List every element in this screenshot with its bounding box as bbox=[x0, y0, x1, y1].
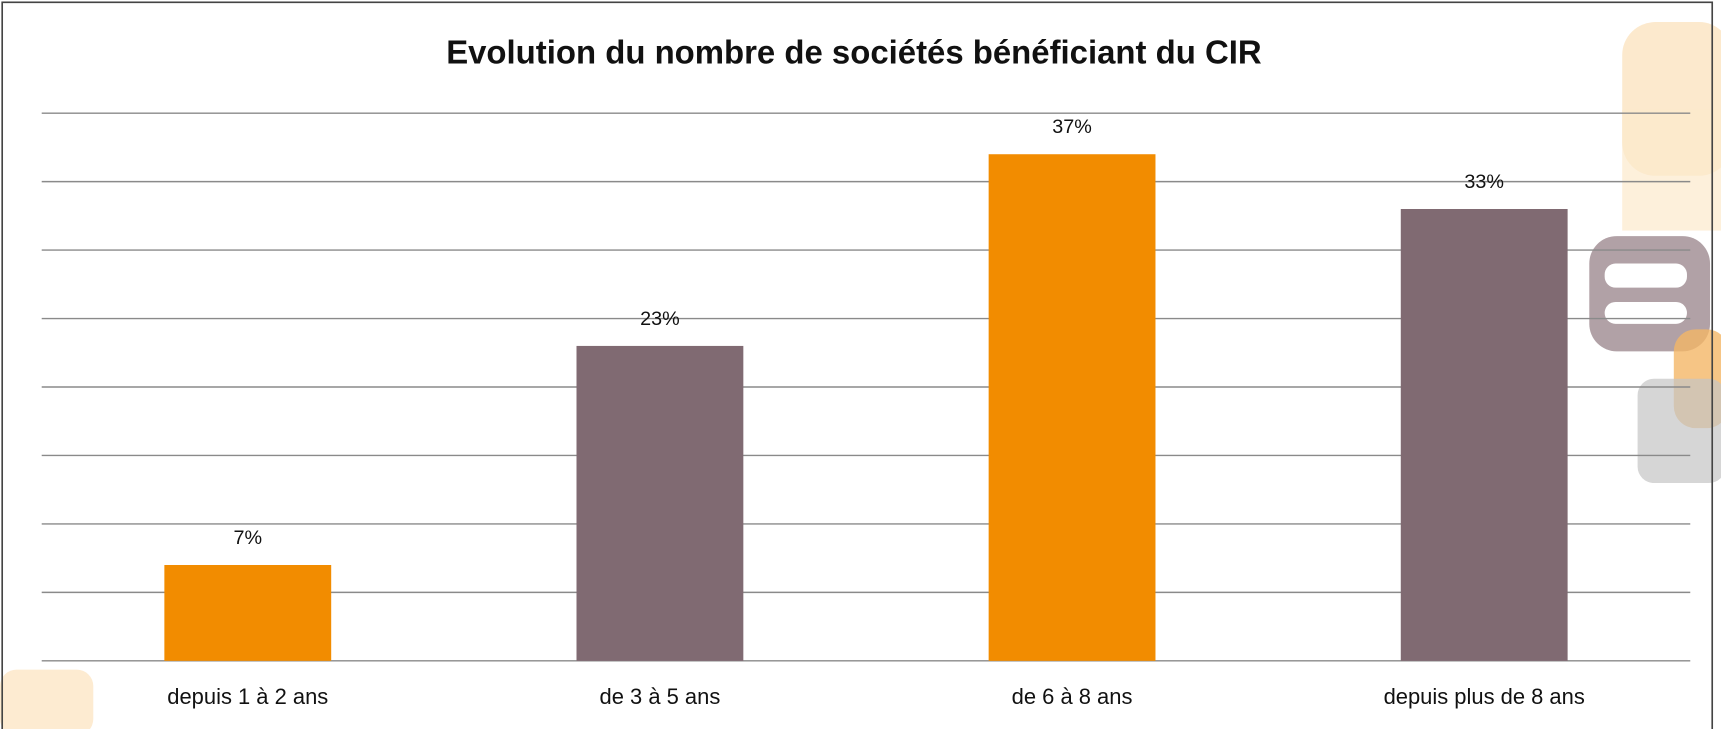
value-label: 33% bbox=[1464, 171, 1504, 193]
value-label: 7% bbox=[234, 527, 263, 549]
bar bbox=[988, 154, 1156, 661]
x-tick-label: depuis plus de 8 ans bbox=[1384, 684, 1585, 709]
chart-title: Evolution du nombre de sociétés bénéfici… bbox=[446, 34, 1262, 71]
decor bbox=[1622, 109, 1721, 231]
decor bbox=[0, 669, 94, 729]
x-tick-label: depuis 1 à 2 ans bbox=[167, 684, 328, 709]
bar bbox=[576, 345, 744, 661]
x-tick-label: de 3 à 5 ans bbox=[600, 684, 721, 709]
value-label: 23% bbox=[640, 308, 680, 330]
decor bbox=[1637, 378, 1721, 484]
bar bbox=[164, 564, 332, 661]
value-label: 37% bbox=[1052, 116, 1092, 138]
bar bbox=[1400, 209, 1568, 661]
x-tick-label: de 6 à 8 ans bbox=[1012, 684, 1133, 709]
decor bbox=[1604, 263, 1687, 288]
decor bbox=[1604, 301, 1687, 324]
